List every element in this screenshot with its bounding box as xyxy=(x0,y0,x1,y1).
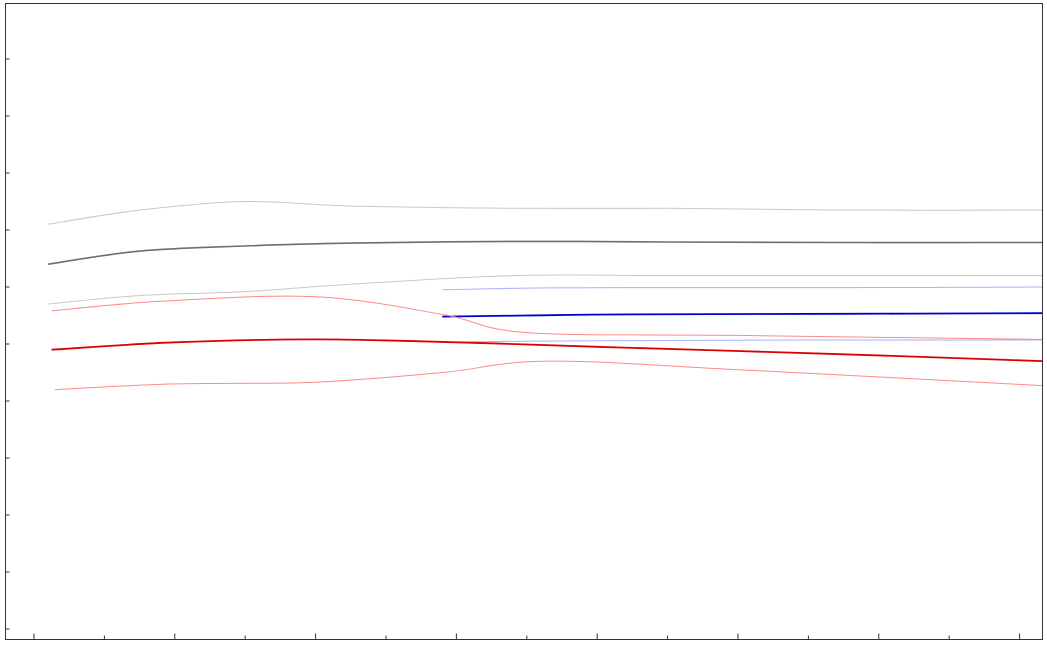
series-line-center-7 xyxy=(51,338,1043,362)
series-line-center-1 xyxy=(47,240,1043,265)
axis-ticks xyxy=(5,58,1021,640)
series-line-upper-band-3 xyxy=(442,286,1043,291)
series-line-lower-band-8 xyxy=(55,360,1043,391)
series-line-upper-band-0 xyxy=(48,200,1043,225)
plot-frame xyxy=(5,3,1043,640)
series-line-lower-band-5 xyxy=(442,339,1043,343)
series-group xyxy=(47,200,1043,391)
series-line-center-4 xyxy=(442,312,1043,318)
series-line-lower-band-2 xyxy=(48,274,1042,305)
series-line-upper-band-6 xyxy=(51,295,1043,340)
